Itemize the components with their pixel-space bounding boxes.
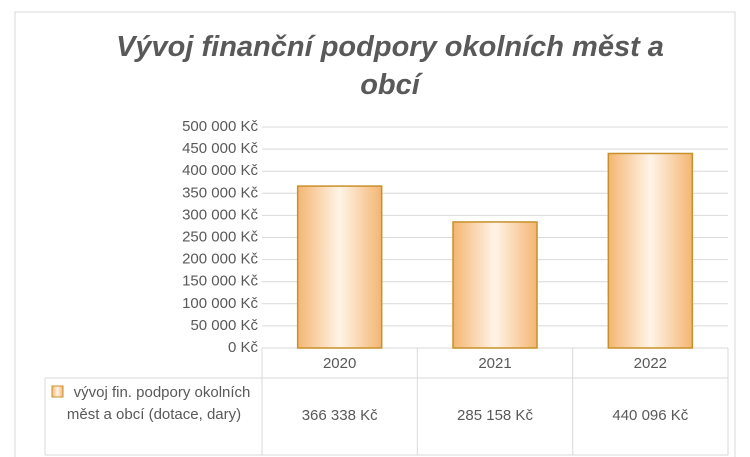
x-tick-label: 2020 xyxy=(323,355,356,372)
bar xyxy=(452,221,538,349)
y-tick-label: 400 000 Kč xyxy=(182,162,258,179)
bar xyxy=(296,185,383,349)
y-tick-label: 450 000 Kč xyxy=(182,140,258,157)
y-tick-label: 100 000 Kč xyxy=(182,295,258,312)
y-tick-label: 150 000 Kč xyxy=(182,273,258,290)
legend-swatch xyxy=(51,385,64,398)
table-value: 440 096 Kč xyxy=(612,407,688,424)
y-tick-label: 0 Kč xyxy=(228,339,259,356)
legend-label: vývoj fin. podpory okolních měst a obcí … xyxy=(66,384,251,423)
y-tick-label: 50 000 Kč xyxy=(190,317,258,334)
chart-title: Vývoj finanční podpory okolních měst a o… xyxy=(116,31,664,101)
y-tick-label: 500 000 Kč xyxy=(182,118,258,135)
y-tick-label: 350 000 Kč xyxy=(182,184,258,201)
chart-border xyxy=(14,11,736,457)
x-tick-label: 2022 xyxy=(634,355,667,372)
y-tick-label: 200 000 Kč xyxy=(182,251,258,268)
table-value: 285 158 Kč xyxy=(457,407,533,424)
table-value: 366 338 Kč xyxy=(302,407,378,424)
y-tick-label: 250 000 Kč xyxy=(182,228,258,245)
x-tick-label: 2021 xyxy=(478,355,511,372)
y-tick-label: 300 000 Kč xyxy=(182,206,258,223)
bar xyxy=(607,152,694,349)
